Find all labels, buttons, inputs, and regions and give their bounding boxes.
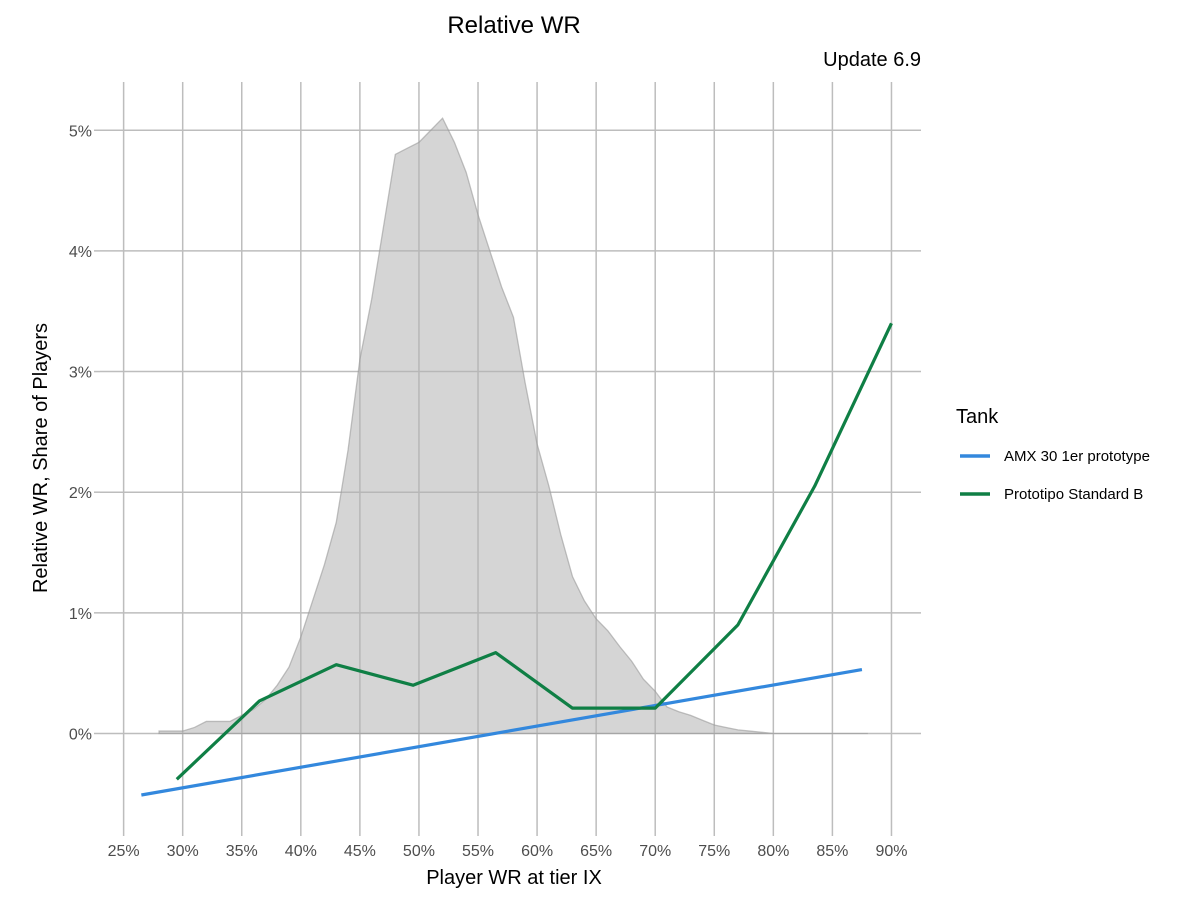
x-axis-title: Player WR at tier IX [426, 867, 602, 889]
x-tick-label-5: 50% [403, 843, 435, 860]
x-tick-label-12: 85% [816, 843, 848, 860]
y-tick-label-4: 4% [69, 244, 92, 261]
x-tick-label-3: 40% [285, 843, 317, 860]
y-tick-label-1: 1% [69, 606, 92, 623]
chart-subtitle: Update 6.9 [823, 49, 921, 71]
player-share-distribution [158, 117, 868, 735]
x-tick-label-2: 35% [226, 843, 258, 860]
legend-label-0: AMX 30 1er prototype [1004, 448, 1150, 465]
x-tick-label-1: 30% [167, 843, 199, 860]
x-tick-label-11: 80% [757, 843, 789, 860]
series-lines [141, 322, 893, 797]
y-tick-label-3: 3% [69, 365, 92, 382]
y-tick-label-2: 2% [69, 485, 92, 502]
y-axis-title: Relative WR, Share of Players [30, 323, 52, 593]
x-tick-label-0: 25% [108, 843, 140, 860]
x-tick-label-4: 45% [344, 843, 376, 860]
x-tick-label-10: 75% [698, 843, 730, 860]
series-line-0 [141, 667, 863, 797]
series-line-1 [175, 322, 893, 781]
y-axis-ticks: 0% 1% 2% 3% 4% 5% [69, 123, 100, 743]
x-tick-label-9: 70% [639, 843, 671, 860]
legend-title: Tank [956, 406, 999, 428]
x-axis-ticks: 25% 30% 35% 40% 45% 50% 55% 60% 65% 70% 75% 80% 85% 9… [108, 830, 907, 860]
x-tick-label-8: 65% [580, 843, 612, 860]
x-tick-label-7: 60% [521, 843, 553, 860]
y-tick-label-5: 5% [69, 123, 92, 140]
legend-label-1: Prototipo Standard B [1004, 486, 1143, 503]
x-tick-label-13: 90% [875, 843, 907, 860]
distribution-area [158, 117, 868, 735]
x-tick-label-6: 55% [462, 843, 494, 860]
legend: AMX 30 1er prototype Prototipo Standard B [960, 448, 1150, 503]
y-tick-label-0: 0% [69, 726, 92, 743]
chart-title: Relative WR [447, 12, 580, 39]
